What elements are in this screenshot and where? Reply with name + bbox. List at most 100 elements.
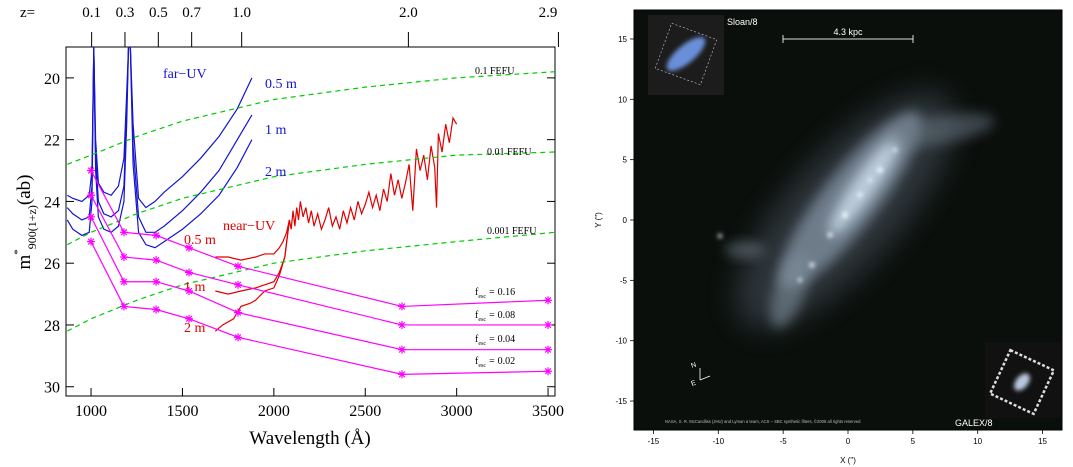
marker-stroke bbox=[120, 303, 128, 310]
x-axis-label: Wavelength (Å) bbox=[249, 428, 370, 449]
marker-stroke bbox=[234, 263, 242, 270]
y-label-tail: (ab) bbox=[14, 175, 35, 206]
marker-stroke bbox=[185, 269, 193, 276]
asterisk-marker bbox=[185, 268, 194, 277]
label-subscript: esc bbox=[478, 317, 486, 323]
series-label: 0.001 FEFU bbox=[487, 226, 537, 237]
x-tick-label: -5 bbox=[780, 437, 788, 446]
series-line bbox=[67, 231, 555, 332]
series-label: 1 m bbox=[265, 123, 287, 138]
asterisk-marker bbox=[397, 302, 406, 311]
series-label: fesc = 0.16 bbox=[475, 287, 515, 300]
label-equals: = bbox=[489, 334, 495, 345]
y-tick-label: 30 bbox=[44, 380, 60, 397]
asterisk-marker bbox=[119, 253, 128, 262]
asterisk-marker bbox=[87, 212, 96, 221]
marker-stroke bbox=[544, 346, 552, 353]
plot-frame bbox=[65, 46, 556, 397]
inset-bottom bbox=[985, 342, 1061, 418]
asterisk-marker bbox=[234, 280, 243, 289]
asterisk-marker bbox=[234, 333, 243, 342]
left-panel: z= Wavelength (Å) m*900(1+z)(ab) far−UV … bbox=[12, 5, 564, 449]
y-tick-label: 22 bbox=[44, 133, 60, 150]
marker-stroke bbox=[544, 368, 552, 375]
x-tick-label: 15 bbox=[1038, 437, 1047, 446]
x-tick-label: -15 bbox=[648, 437, 660, 446]
marker-stroke bbox=[398, 303, 406, 310]
asterisk-marker bbox=[234, 308, 243, 317]
galaxy-plume bbox=[770, 252, 810, 328]
marker-stroke bbox=[185, 244, 193, 252]
asterisk-marker bbox=[152, 231, 161, 240]
y-tick-label: 26 bbox=[44, 256, 60, 273]
y-label-main: m bbox=[14, 254, 35, 269]
asterisk-marker bbox=[397, 345, 406, 354]
series-line bbox=[67, 151, 555, 246]
marker-stroke bbox=[87, 167, 95, 174]
x-tick-label: 3000 bbox=[441, 403, 473, 420]
compass-e: E bbox=[690, 380, 697, 388]
x2-axis-label: z= bbox=[20, 5, 35, 21]
label-symbol: f bbox=[475, 334, 479, 345]
marker-stroke bbox=[120, 253, 128, 261]
asterisk-marker bbox=[234, 262, 243, 271]
scale-bar-label: 4.3 kpc bbox=[833, 27, 863, 37]
asterisk-marker bbox=[87, 166, 96, 175]
asterisk-marker bbox=[152, 305, 161, 314]
left-plot-content: 1000 1500 2000 2500 3000 3500 20 22 24 26 28 30 0.1 0… bbox=[44, 5, 564, 420]
right-axes: -15 -10 -5 0 5 10 15 -15 -10 -5 0 5 10 15 bbox=[615, 35, 1047, 446]
galaxy bbox=[718, 92, 995, 328]
y-tick-label: 28 bbox=[44, 318, 60, 335]
y-tick-label: -15 bbox=[615, 397, 627, 406]
series-line bbox=[67, 71, 555, 165]
plot-area bbox=[66, 47, 555, 375]
marker-stroke bbox=[398, 346, 406, 353]
label-value: 0.02 bbox=[498, 356, 516, 367]
x-tick-label: 5 bbox=[911, 437, 916, 446]
series-line bbox=[90, 170, 549, 308]
label-equals: = bbox=[489, 287, 495, 298]
marker-stroke bbox=[87, 238, 95, 245]
inset-box bbox=[654, 22, 718, 86]
y-tick-label: -10 bbox=[615, 337, 627, 346]
asterisk-marker bbox=[397, 370, 406, 379]
series-line bbox=[66, 47, 253, 249]
marker-stroke bbox=[152, 278, 160, 285]
y-tick-label: 10 bbox=[618, 95, 627, 104]
marker-stroke bbox=[185, 287, 193, 295]
series-label: fesc = 0.02 bbox=[475, 356, 515, 369]
x-tick-label: 1000 bbox=[75, 403, 107, 420]
marker-stroke bbox=[152, 306, 160, 313]
y-tick-label: 5 bbox=[623, 156, 628, 165]
series-label: 2 m bbox=[265, 165, 287, 180]
x2-tick-label: 1.0 bbox=[232, 5, 251, 21]
x-tick-label: 2000 bbox=[258, 403, 290, 420]
marker-stroke bbox=[87, 191, 95, 199]
asterisk-marker bbox=[87, 191, 96, 200]
asterisk-marker bbox=[185, 243, 194, 252]
marker-stroke bbox=[234, 334, 242, 341]
asterisk-marker bbox=[397, 320, 406, 329]
y-label-sub: 900(1+z) bbox=[25, 205, 39, 249]
label-symbol: f bbox=[475, 310, 479, 321]
y-tick-label: -5 bbox=[620, 276, 628, 285]
series-line bbox=[215, 116, 458, 261]
asterisk-marker bbox=[185, 314, 194, 323]
series-line bbox=[214, 219, 290, 332]
compass: N E bbox=[690, 362, 711, 388]
asterisk-marker bbox=[544, 320, 553, 329]
label-symbol: f bbox=[475, 287, 479, 298]
credit: NASA, S. R. McCandliss (JHU) and Lyman α… bbox=[665, 419, 861, 424]
x2-tick-label: 0.3 bbox=[116, 5, 135, 21]
asterisk-marker bbox=[119, 228, 128, 237]
asterisk-marker bbox=[152, 277, 161, 286]
marker-stroke bbox=[398, 321, 406, 329]
x-tick-label: 3500 bbox=[532, 403, 564, 420]
asterisk-marker bbox=[87, 237, 96, 246]
marker-stroke bbox=[87, 213, 95, 221]
x2-tick-label: 2.9 bbox=[539, 5, 558, 21]
label-equals: = bbox=[489, 310, 495, 321]
label-value: 0.16 bbox=[498, 287, 516, 298]
marker-stroke bbox=[234, 309, 242, 316]
